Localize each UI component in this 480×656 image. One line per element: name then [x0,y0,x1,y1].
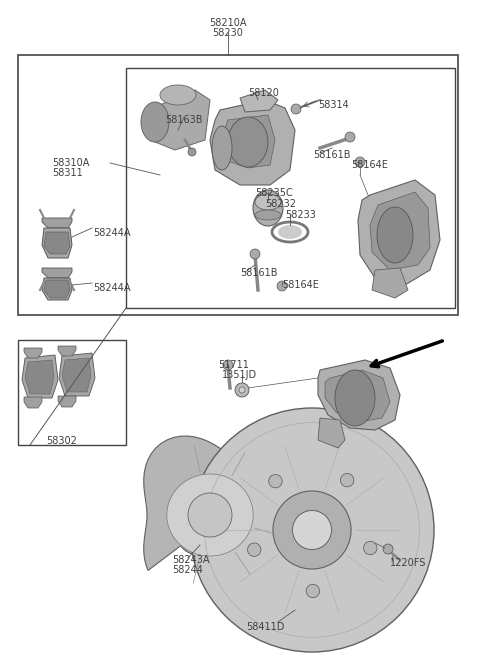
Polygon shape [222,115,275,168]
Text: 58233: 58233 [285,210,316,220]
Polygon shape [44,280,70,298]
Ellipse shape [141,102,169,142]
Ellipse shape [253,190,283,226]
Polygon shape [358,180,440,285]
Circle shape [292,510,332,550]
Circle shape [250,249,260,259]
Circle shape [340,474,354,487]
Text: 58235C: 58235C [255,188,293,198]
Polygon shape [25,360,54,394]
Bar [18,340,126,445]
Circle shape [223,360,233,370]
Text: 58161B: 58161B [313,150,350,160]
Circle shape [188,493,232,537]
Text: 51711: 51711 [218,360,249,370]
Ellipse shape [278,225,302,239]
Circle shape [345,132,355,142]
Text: 1351JD: 1351JD [222,370,257,380]
Circle shape [291,104,301,114]
Text: 58164E: 58164E [351,160,388,170]
Circle shape [273,491,351,569]
Text: 58302: 58302 [47,436,77,446]
Text: 58244A: 58244A [93,283,131,293]
Polygon shape [42,218,72,228]
Polygon shape [318,418,345,448]
Ellipse shape [228,117,268,167]
Ellipse shape [255,194,281,210]
Polygon shape [42,228,72,258]
Polygon shape [59,353,95,396]
Text: 58230: 58230 [213,28,243,38]
Polygon shape [24,348,42,358]
Polygon shape [24,397,42,408]
Circle shape [269,474,282,488]
Text: 58163B: 58163B [165,115,203,125]
Ellipse shape [212,126,232,170]
Text: 58310A: 58310A [52,158,89,168]
Polygon shape [44,232,70,254]
Ellipse shape [377,207,413,263]
Polygon shape [210,100,295,185]
Bar [126,68,455,308]
Circle shape [239,387,245,393]
Polygon shape [58,396,76,407]
Text: 58243A: 58243A [172,555,209,565]
Polygon shape [240,90,278,112]
Text: 58314: 58314 [318,100,349,110]
Polygon shape [148,90,210,150]
Circle shape [235,383,249,397]
Ellipse shape [255,210,281,220]
Text: 58161B: 58161B [240,268,277,278]
Text: 1220FS: 1220FS [390,558,426,568]
Polygon shape [318,360,400,430]
Text: 58210A: 58210A [209,18,247,28]
Ellipse shape [160,85,196,105]
Polygon shape [22,355,58,398]
Polygon shape [42,268,72,278]
Polygon shape [62,358,91,392]
Polygon shape [144,436,300,571]
Polygon shape [167,474,253,556]
Circle shape [190,408,434,652]
Text: 58244A: 58244A [93,228,131,238]
Polygon shape [370,192,430,270]
Polygon shape [325,370,390,422]
Text: 58311: 58311 [52,168,83,178]
Circle shape [248,543,261,556]
Polygon shape [58,346,76,356]
Text: 58120: 58120 [248,88,279,98]
Text: 58164E: 58164E [282,280,319,290]
Circle shape [383,544,393,554]
Polygon shape [372,268,408,298]
Text: 58411D: 58411D [246,622,284,632]
Ellipse shape [335,370,375,426]
Bar [18,55,458,315]
Circle shape [355,157,365,167]
Text: 58244: 58244 [172,565,203,575]
Circle shape [277,281,287,291]
Polygon shape [42,278,72,300]
Circle shape [188,148,196,156]
Circle shape [363,541,377,555]
Text: 58232: 58232 [265,199,296,209]
Circle shape [306,584,320,598]
